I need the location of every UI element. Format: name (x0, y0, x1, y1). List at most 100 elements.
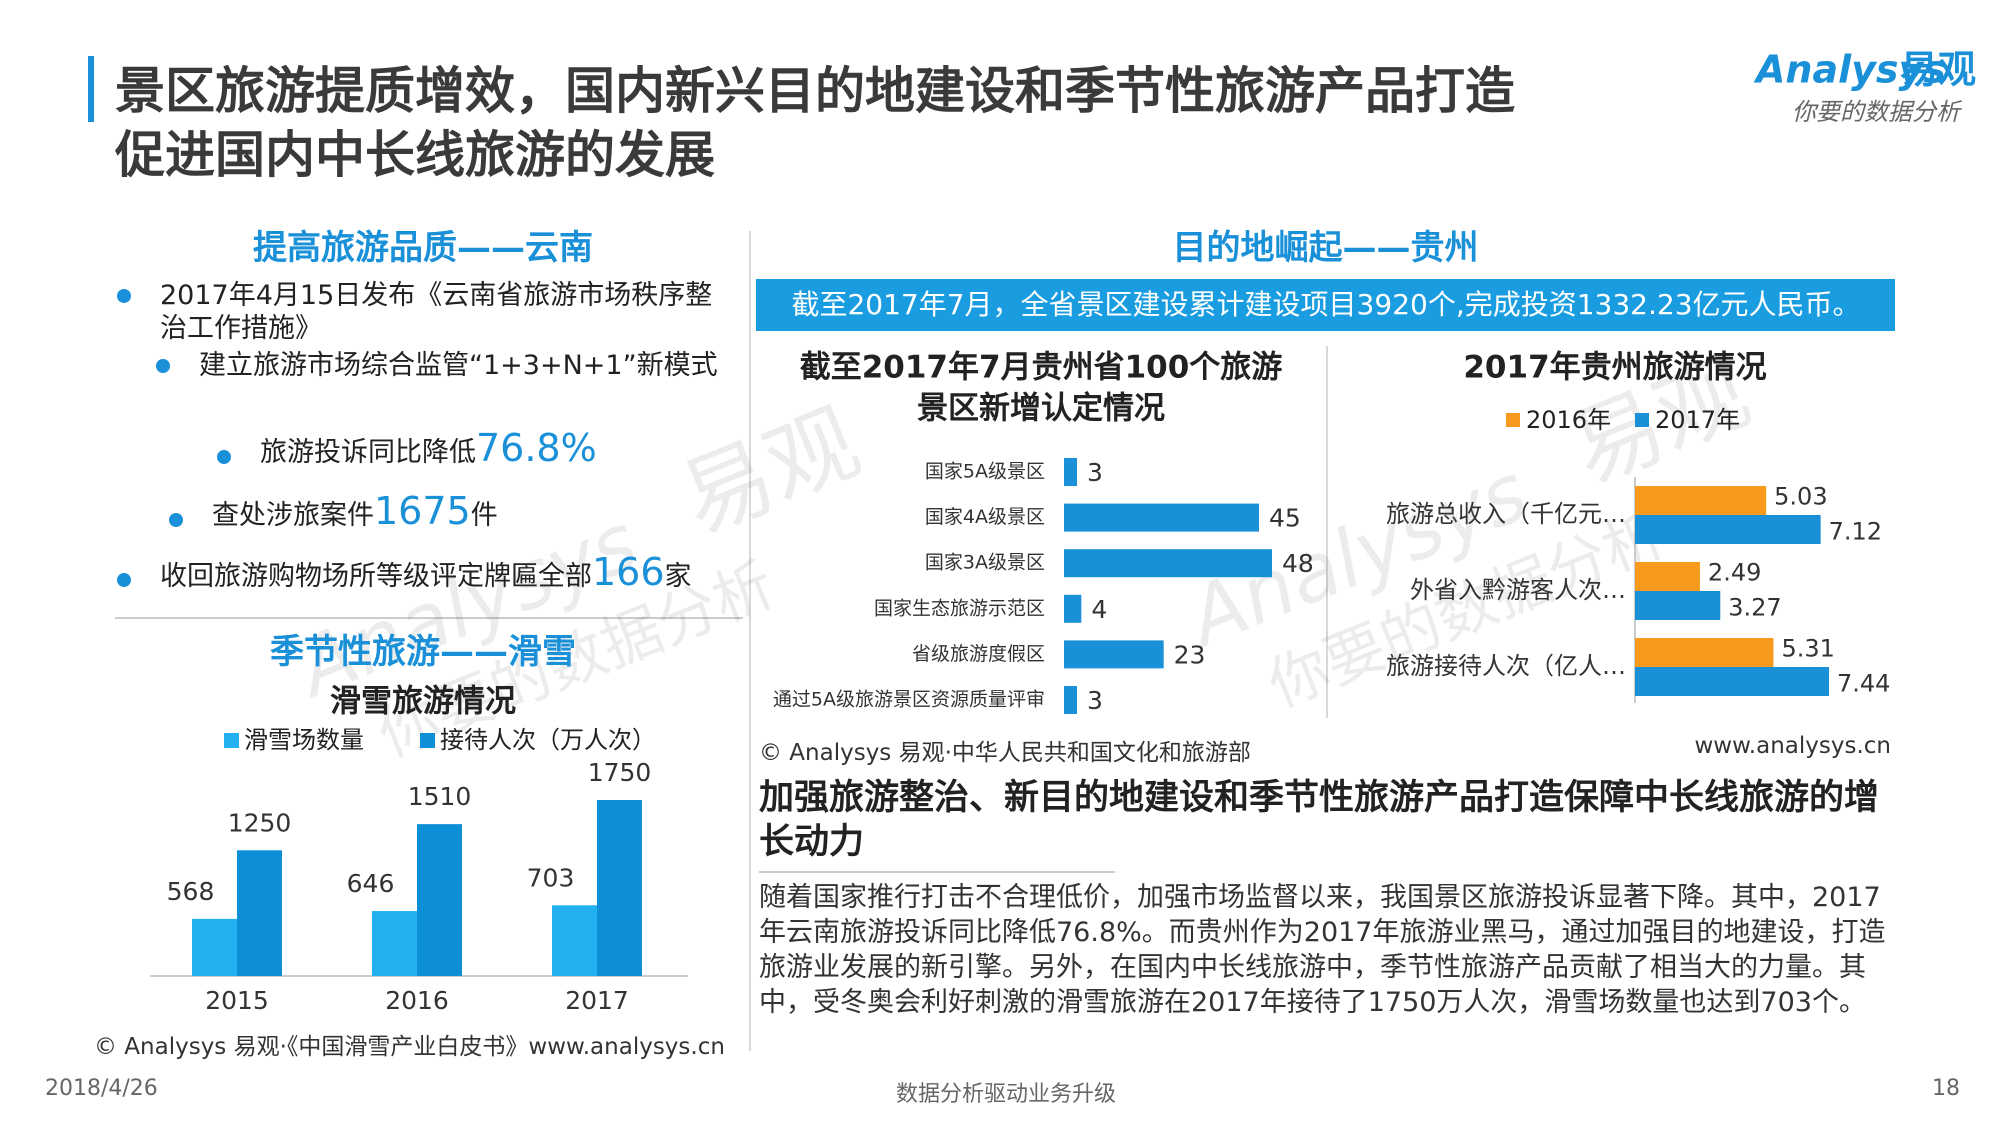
logo-slogan: 你要的数据分析 (1792, 98, 1963, 126)
data-label: 5.03 (1774, 483, 1827, 511)
data-label: 2.49 (1708, 559, 1761, 587)
bullet-text: 建立旅游市场综合监管“1+3+N+1”新模式 (199, 350, 718, 381)
bar (372, 911, 417, 976)
banner (756, 279, 1895, 331)
section-heading: 季节性旅游——滑雪 (270, 632, 576, 672)
title: 促进国内中长线旅游的发展 (115, 126, 715, 184)
legend-swatch (224, 733, 239, 748)
data-label: 48 (1282, 549, 1314, 578)
bullet-text: 收回旅游购物场所等级评定牌匾全部 (160, 561, 592, 592)
chart-title: 滑雪旅游情况 (330, 684, 516, 720)
legend-swatch (1635, 413, 1649, 427)
footer-date: 2018/4/26 (45, 1076, 158, 1101)
bullet-highlight: 76.8% (476, 426, 597, 470)
title: 景区旅游提质增效，国内新兴目的地建设和季节性旅游产品打造 (115, 62, 1515, 120)
legend-swatch (420, 733, 435, 748)
data-label: 646 (347, 869, 395, 898)
bullet: 收回旅游购物场所等级评定牌匾全部166家 (160, 553, 692, 593)
bullet-dot (169, 513, 183, 527)
bullet-highlight: 1675 (374, 489, 471, 533)
data-label: 568 (167, 877, 215, 906)
banner-text: 截至2017年7月，全省景区建设累计建设项目3920个,完成投资1332.23亿… (791, 288, 1860, 321)
bar (1635, 591, 1721, 620)
data-label: 23 (1174, 640, 1206, 669)
bullet-text: 旅游投诉同比降低 (260, 437, 476, 468)
bullet-text: 查处涉旅案件 (212, 500, 374, 531)
data-label: 4 (1091, 595, 1107, 624)
chart-title: 景区新增认定情况 (917, 391, 1165, 427)
y-tick-label: 外省入黔游客人次… (1410, 576, 1626, 604)
y-tick-label: 旅游总收入（千亿元… (1386, 500, 1626, 528)
data-label: 1250 (228, 808, 292, 837)
bar (597, 800, 642, 976)
source-site: www.analysys.cn (1694, 733, 1891, 759)
bullet: 2017年4月15日发布《云南省旅游市场秩序整治工作措施》 (160, 279, 730, 345)
data-label: 1510 (408, 782, 472, 811)
bullet-dot (117, 289, 131, 303)
data-label: 703 (527, 863, 575, 892)
y-tick-label: 通过5A级旅游景区资源质量评审 (773, 689, 1045, 711)
x-tick-label: 2015 (205, 986, 269, 1015)
y-tick-label: 旅游接待人次（亿人… (1386, 652, 1626, 680)
bar (1635, 515, 1821, 544)
bar (1064, 686, 1077, 714)
legend-label: 2017年 (1655, 406, 1740, 434)
bar (237, 850, 282, 976)
data-label: 3.27 (1728, 594, 1781, 622)
summary-heading: 加强旅游整治、新目的地建设和季节性旅游产品打造保障中长线旅游的增长动力 (759, 778, 1880, 862)
section-heading: 提高旅游品质——云南 (253, 228, 593, 268)
footer-slogan: 数据分析驱动业务升级 (895, 1082, 1116, 1107)
legend-label: 滑雪场数量 (244, 726, 364, 754)
bullet-dot (217, 450, 231, 464)
summary-body: 随着国家推行打击不合理低价，加强市场监督以来，我国景区旅游投诉显著下降。其中，2… (759, 882, 1886, 1018)
data-label: 7.44 (1837, 670, 1890, 698)
bullet-highlight: 166 (592, 550, 665, 594)
legend-label: 接待人次（万人次） (440, 726, 656, 754)
bar (1635, 667, 1829, 696)
chart-title: 截至2017年7月贵州省100个旅游 (800, 350, 1283, 386)
section-heading: 目的地崛起——贵州 (1172, 228, 1479, 268)
bar (1064, 549, 1272, 578)
bar (1635, 486, 1767, 515)
bullet-text: 家 (664, 561, 692, 592)
footer-page: 18 (1932, 1076, 1960, 1101)
data-label: 3 (1087, 686, 1103, 715)
logo-name: Analysys (1753, 48, 1946, 92)
bar (1064, 458, 1077, 486)
y-tick-label: 国家5A级景区 (925, 461, 1045, 483)
bullet-dot (117, 573, 131, 587)
bullet-text: 2017年4月15日发布《云南省旅游市场秩序整治工作措施》 (160, 280, 713, 344)
y-tick-label: 国家4A级景区 (925, 506, 1045, 528)
y-tick-label: 国家生态旅游示范区 (874, 597, 1045, 619)
bar (417, 824, 462, 976)
bar (1064, 503, 1259, 532)
bullet-dot (156, 359, 170, 373)
source: © Analysys 易观·《中国滑雪产业白皮书》www.analysys.cn (94, 1034, 725, 1060)
data-label: 45 (1269, 504, 1301, 533)
data-label: 5.31 (1781, 635, 1834, 663)
bar (552, 905, 597, 976)
y-tick-label: 省级旅游度假区 (912, 643, 1045, 665)
legend-label: 2016年 (1526, 406, 1611, 434)
data-label: 1750 (588, 758, 652, 787)
chart-title: 2017年贵州旅游情况 (1463, 350, 1766, 386)
y-tick-label: 国家3A级景区 (925, 552, 1045, 574)
data-label: 7.12 (1829, 518, 1882, 546)
bar (1064, 594, 1082, 623)
logo-cn: 易观 (1900, 48, 1976, 92)
watermark-text: 易观 (667, 390, 873, 555)
source: © Analysys 易观·中华人民共和国文化和旅游部 (759, 740, 1251, 766)
legend-swatch (1506, 413, 1520, 427)
bullet: 旅游投诉同比降低76.8% (260, 429, 597, 469)
bullet: 查处涉旅案件1675件 (212, 492, 498, 532)
bullet-text: 件 (470, 500, 498, 531)
x-tick-label: 2016 (385, 986, 449, 1015)
data-label: 3 (1087, 458, 1103, 487)
x-tick-label: 2017 (565, 986, 629, 1015)
bar (192, 918, 237, 976)
bar (1064, 640, 1164, 669)
bullet: 建立旅游市场综合监管“1+3+N+1”新模式 (199, 349, 729, 382)
bar (1635, 562, 1700, 591)
